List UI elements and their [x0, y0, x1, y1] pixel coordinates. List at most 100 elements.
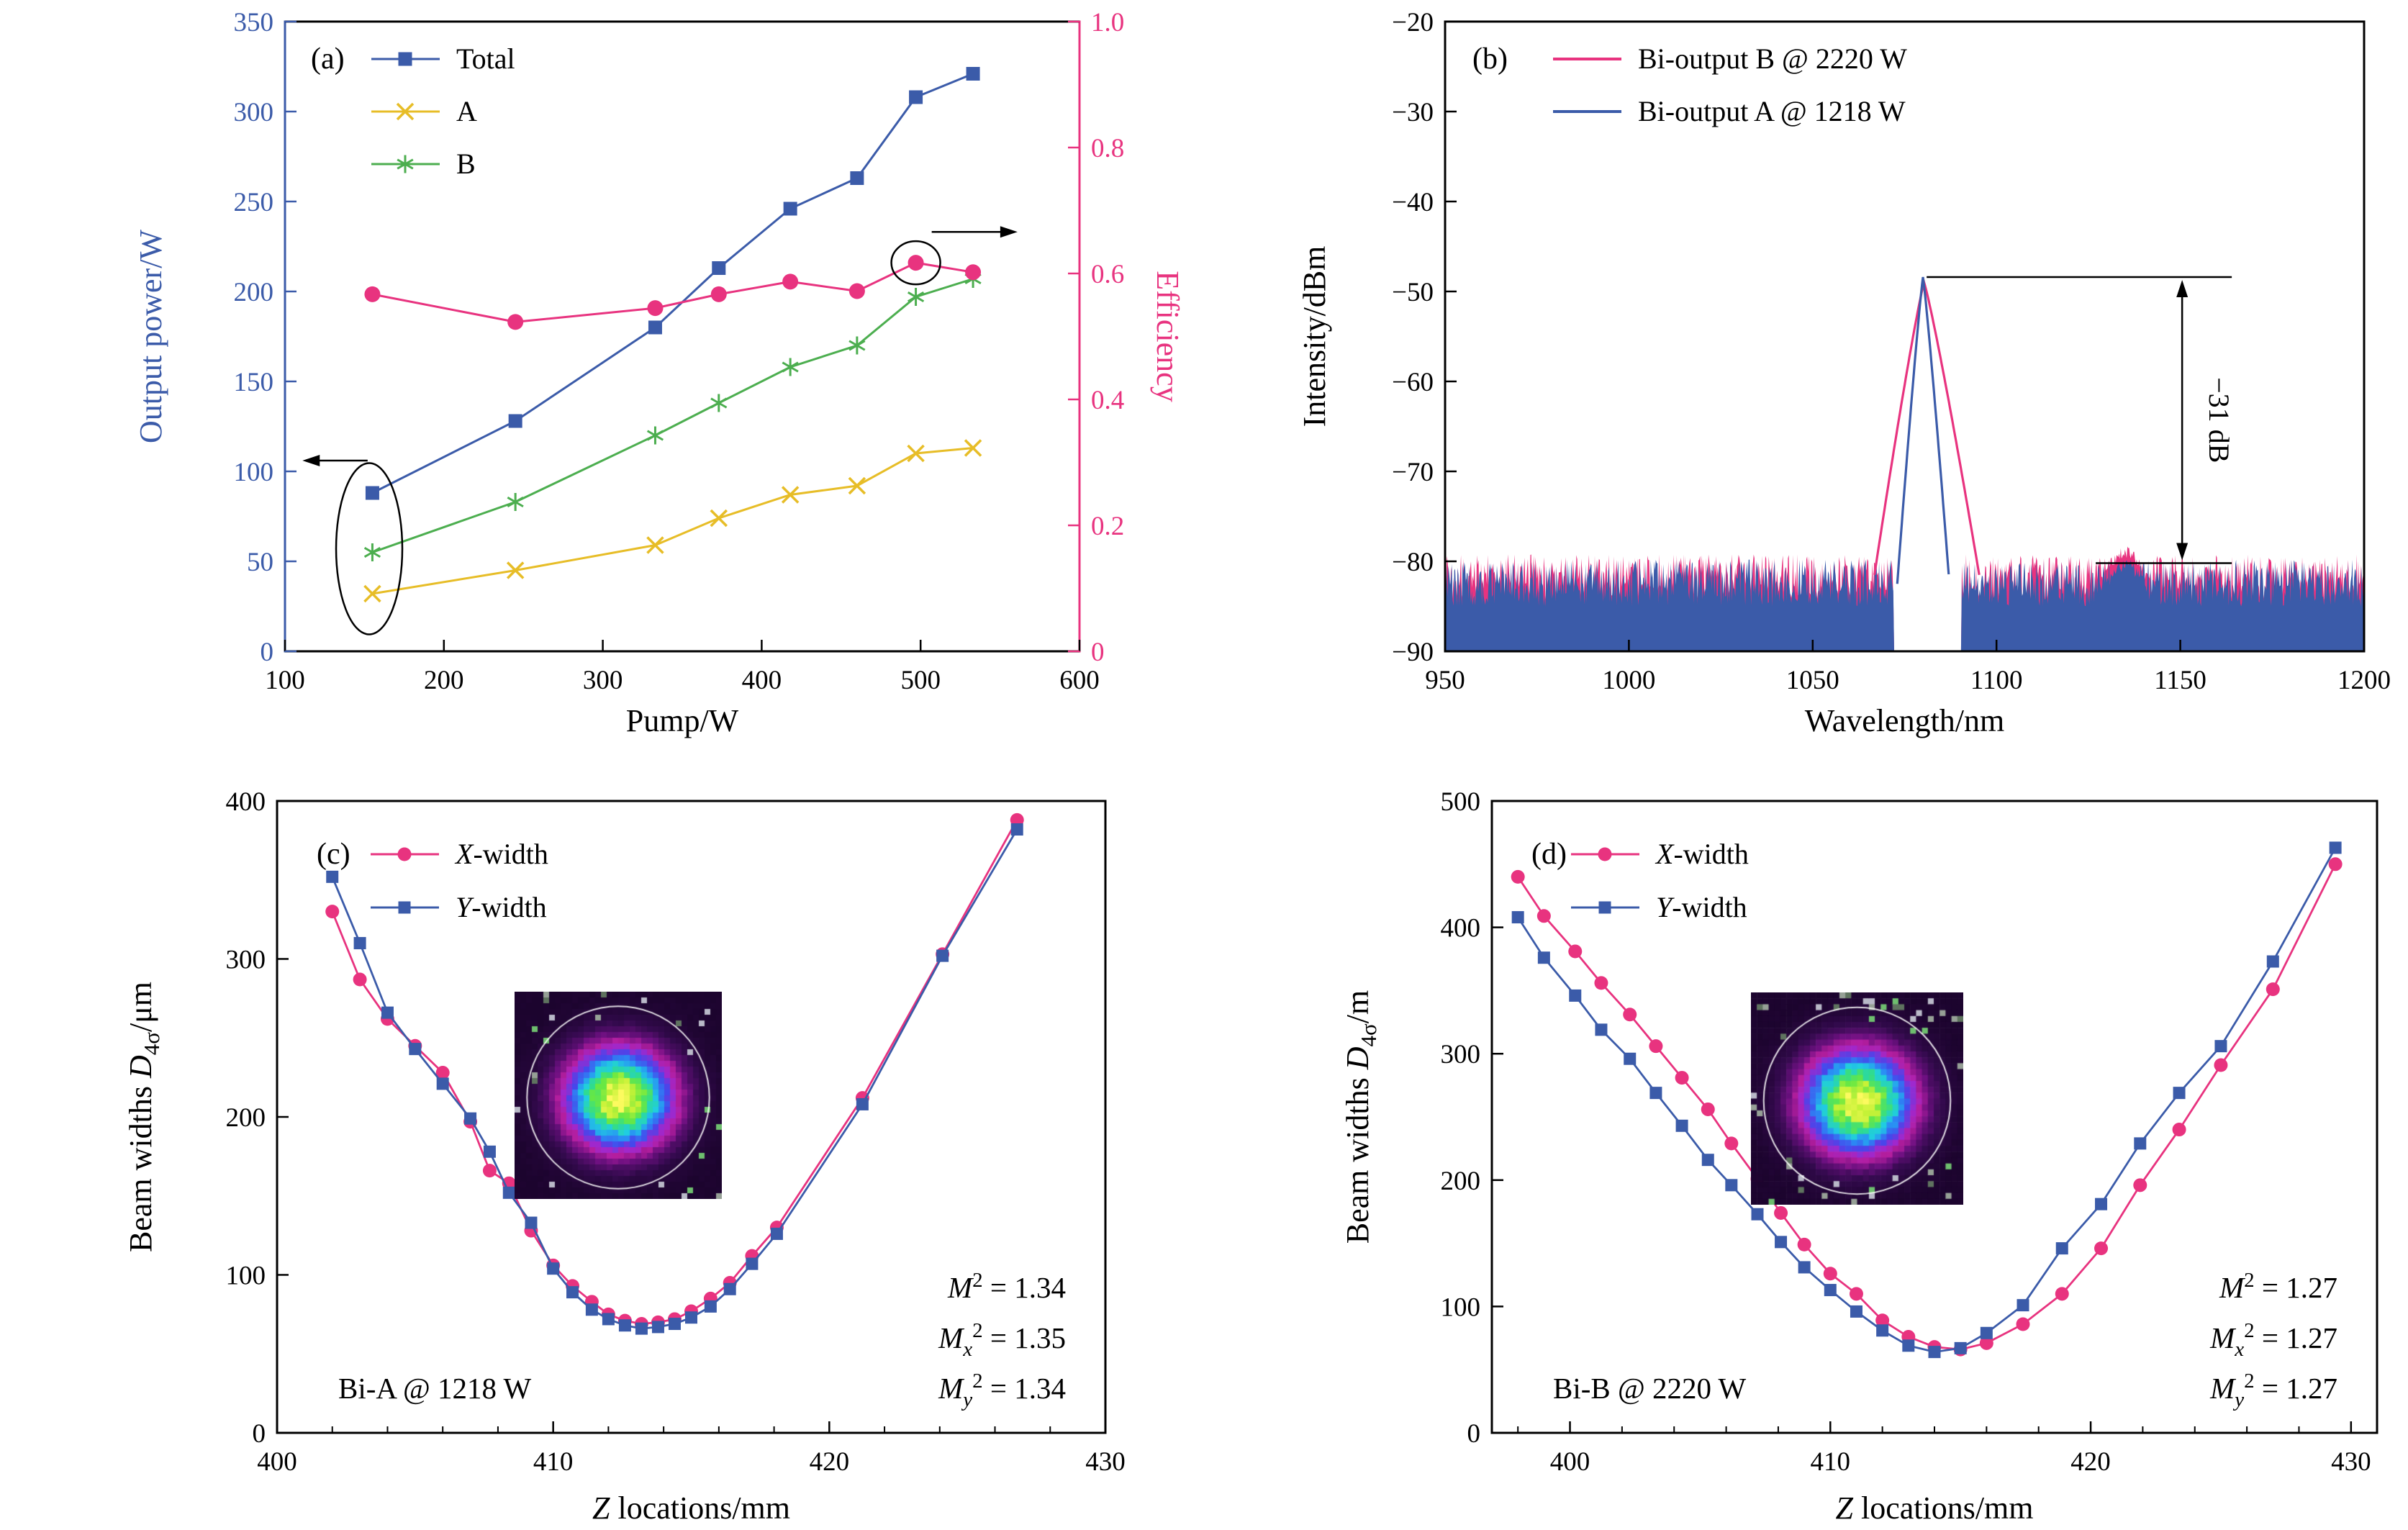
marker-square [602, 1313, 615, 1326]
marker-x [964, 439, 982, 457]
marker-circle [507, 314, 524, 330]
panel-label: (d) [1531, 838, 1567, 871]
marker-x [506, 561, 525, 579]
panel-d: 400 410 420 430 0 100 200 300 400 500 Z locations/… [1204, 765, 2408, 1530]
tick-label: 400 [742, 666, 782, 695]
tick-label: 1200 [2337, 666, 2391, 695]
tick-label: 200 [1441, 1167, 1481, 1196]
legend-label: A [456, 95, 477, 127]
marker-circle [1623, 1008, 1637, 1022]
marker-circle [2266, 982, 2280, 997]
marker-square [398, 901, 411, 914]
annotation-ellipse [335, 462, 404, 635]
tick-label: 300 [226, 946, 266, 975]
marker-square [398, 52, 412, 66]
tick-label: 500 [900, 666, 941, 695]
panel-label: (a) [311, 42, 345, 76]
x-axis-label: Pump/W [626, 703, 739, 738]
marker-circle [1568, 944, 1583, 959]
marker-asterisk [907, 288, 925, 306]
marker-asterisk [646, 426, 664, 445]
tick-label: 300 [583, 666, 623, 695]
panel-b-chart: 950 1000 1050 1100 1150 1200 −90 −80 −70 −60 −50 −4… [1297, 8, 2391, 738]
tick-label: −70 [1392, 458, 1434, 487]
tick-label: 100 [265, 666, 305, 695]
marker-square [585, 1303, 598, 1316]
main-peak-pink [1873, 278, 1981, 576]
marker-circle [1774, 1205, 1788, 1220]
m2-value: M2 = 1.34 [947, 1269, 1066, 1304]
marker-square [936, 949, 949, 962]
marker-circle [364, 286, 381, 302]
tick-label: 0 [253, 1419, 266, 1449]
tick-label: 430 [1085, 1447, 1126, 1477]
marker-circle [482, 1164, 497, 1178]
marker-square [1537, 951, 1550, 964]
marker-square [618, 1319, 631, 1332]
legend-label: Bi-output A @ 1218 W [1638, 95, 1906, 127]
marker-circle [1511, 869, 1525, 884]
marker-circle [848, 283, 865, 299]
marker-x [363, 584, 381, 603]
marker-x [907, 444, 925, 463]
tick-label: 400 [226, 787, 266, 817]
marker-circle [965, 264, 982, 281]
marker-square [635, 1322, 648, 1335]
marker-square [1725, 1179, 1738, 1192]
marker-square [1675, 1119, 1688, 1132]
beam-label: Bi-A @ 1218 W [338, 1372, 532, 1405]
marker-asterisk [710, 394, 728, 412]
marker-circle [1598, 847, 1612, 861]
marker-circle [1594, 976, 1608, 990]
panel-d-chart: 400 410 420 430 0 100 200 300 400 500 Z locations/… [1340, 787, 2378, 1526]
marker-square [2329, 841, 2342, 854]
marker-square [2214, 1040, 2227, 1053]
tick-label: 600 [1059, 666, 1100, 695]
marker-circle [1797, 1237, 1811, 1251]
tick-label: 100 [234, 458, 274, 487]
legend-label: X-width [1655, 838, 1749, 870]
marker-square [850, 171, 864, 185]
marker-square [1010, 823, 1023, 836]
arrow-head [2176, 280, 2189, 297]
tick-label: 200 [234, 278, 274, 307]
marker-circle [397, 847, 412, 861]
marker-x [710, 509, 728, 528]
beam-profile-inset [1751, 992, 1963, 1205]
marker-square [651, 1321, 664, 1334]
arrow-head [2176, 543, 2189, 561]
beam-label: Bi-B @ 2220 W [1553, 1372, 1747, 1405]
marker-square [856, 1097, 869, 1110]
marker-square [1595, 1023, 1608, 1036]
marker-square [326, 870, 339, 883]
marker-circle [1649, 1039, 1663, 1054]
marker-square [1980, 1326, 1993, 1339]
x-axis-label: Z locations/mm [592, 1490, 790, 1526]
panel-a: 100 200 300 400 500 600 0 50 100 150 200 250 300 350 0… [0, 0, 1204, 765]
marker-circle [1849, 1287, 1863, 1301]
tick-label: 350 [234, 8, 274, 37]
marker-square [648, 320, 662, 335]
m2-value: My2 = 1.27 [2209, 1370, 2337, 1411]
panel-a-chart: 100 200 300 400 500 6000501001502002503003500… [133, 8, 1185, 738]
tick-label: 0 [261, 638, 274, 667]
marker-circle [2016, 1317, 2030, 1331]
marker-square [1798, 1261, 1811, 1274]
tick-label: 100 [1441, 1293, 1481, 1322]
arrow-head [302, 455, 320, 466]
series-a [372, 447, 974, 595]
marker-square [2055, 1242, 2068, 1255]
tick-label: −80 [1392, 548, 1434, 577]
marker-square [909, 90, 923, 104]
marker-square [2095, 1198, 2108, 1210]
marker-circle [710, 286, 727, 302]
tick-label: 400 [257, 1447, 297, 1477]
legend-label: Bi-output B @ 2220 W [1638, 42, 1907, 75]
tick-label: −50 [1392, 278, 1434, 307]
y-axis-label: Beam widths D4σ/μm [123, 982, 164, 1252]
marker-x [646, 536, 664, 554]
marker-square [409, 1043, 422, 1056]
marker-circle [1979, 1336, 1993, 1350]
marker-square [547, 1262, 560, 1275]
tick-label: −20 [1392, 8, 1434, 37]
